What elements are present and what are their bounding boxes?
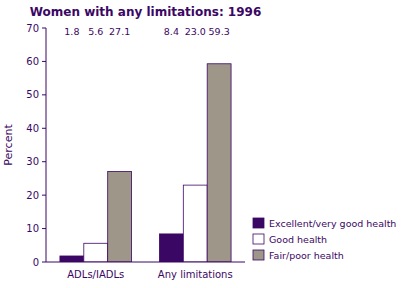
- data-label: 59.3: [209, 26, 230, 37]
- legend-swatch: [253, 234, 264, 244]
- title: Women with any limitations: 1996: [30, 5, 262, 19]
- bar: [183, 185, 207, 262]
- legend-swatch: [253, 218, 264, 228]
- legend-label: Fair/poor health: [269, 250, 344, 261]
- bar: [84, 243, 108, 262]
- y-tick: [42, 128, 46, 129]
- y-tick-label: 60: [26, 56, 39, 67]
- y-tick: [42, 61, 46, 62]
- bar: [108, 171, 132, 262]
- y-tick-label: 70: [26, 23, 39, 34]
- y-axis: [46, 28, 47, 262]
- x-tick-label: ADLs/IADLs: [67, 269, 124, 280]
- y-tick-label: 10: [26, 223, 39, 234]
- data-label: 27.1: [109, 26, 130, 37]
- legend-swatch: [253, 250, 264, 260]
- chart: Women with any limitations: 1996 Percent 0…: [0, 0, 405, 288]
- y-tick-label: 30: [26, 156, 39, 167]
- data-label: 8.4: [164, 26, 179, 37]
- y-tick: [42, 228, 46, 229]
- y-tick: [42, 161, 46, 162]
- y-axis-label: Percent: [2, 124, 15, 166]
- x-axis: [46, 262, 245, 263]
- data-label: 1.8: [64, 26, 79, 37]
- data-label: 23.0: [185, 26, 206, 37]
- y-tick-label: 50: [26, 89, 39, 100]
- bar: [207, 64, 231, 262]
- y-tick: [42, 262, 46, 263]
- data-labels: 1.8 8.4 5.6 23.0 27.1 59.3: [64, 26, 229, 37]
- x-tick-label: Any limitations: [158, 269, 233, 280]
- legend: Excellent/very good health Good health Fai…: [253, 218, 396, 261]
- legend-label: Excellent/very good health: [269, 218, 396, 229]
- y-tick-label: 40: [26, 123, 39, 134]
- y-tick: [42, 28, 46, 29]
- bar: [159, 234, 183, 262]
- bars: [60, 64, 231, 262]
- y-tick: [42, 94, 46, 95]
- bar: [60, 256, 84, 262]
- y-tick-label: 0: [33, 257, 39, 268]
- data-label: 5.6: [88, 26, 103, 37]
- y-tick-label: 20: [26, 190, 39, 201]
- legend-label: Good health: [269, 234, 327, 245]
- y-tick: [42, 195, 46, 196]
